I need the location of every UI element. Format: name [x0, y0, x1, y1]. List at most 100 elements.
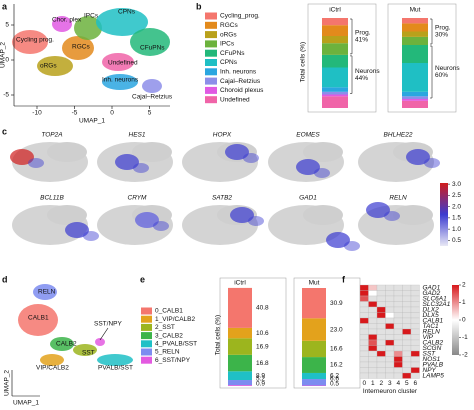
legend-label: 4_PVALB/SST	[155, 341, 197, 348]
heatmap-cell	[359, 345, 369, 352]
heatmap-cell	[376, 290, 386, 297]
colorbar-label: 2.0	[452, 203, 461, 210]
value-label: 0.9	[256, 381, 265, 388]
column-label: 6	[413, 380, 417, 387]
gene-label: LAMP5	[423, 372, 445, 379]
gene-label: CALB1	[423, 317, 444, 324]
bar-name: iCtrl	[329, 7, 341, 14]
bar-segment	[228, 354, 252, 372]
feature-umap	[393, 205, 433, 225]
heatmap-cell	[402, 345, 412, 352]
heatmap-cell	[393, 372, 403, 379]
colorbar-label: 1.0	[452, 226, 461, 233]
panel-letter: a	[2, 1, 8, 11]
heatmap-cell	[385, 301, 395, 308]
bar-segment	[228, 380, 252, 386]
bar-segment	[402, 91, 428, 97]
heatmap-cell	[410, 328, 420, 335]
legend-label: Undefined	[220, 96, 250, 103]
heatmap-cell	[393, 339, 403, 346]
expression-area	[230, 207, 254, 223]
bar-segment	[322, 96, 348, 108]
heatmap-cell	[368, 323, 378, 330]
bar-annotation: 30%	[435, 32, 448, 39]
heatmap-cell	[359, 284, 369, 291]
heatmap-cell	[376, 328, 386, 335]
heatmap-cell	[410, 356, 420, 363]
heatmap-cell	[359, 328, 369, 335]
cluster-label: RELN	[38, 289, 56, 296]
colorbar-label: 1.5	[452, 215, 461, 222]
gene-label: PVALB	[423, 361, 444, 368]
bar-segment	[228, 385, 252, 386]
bar-segment	[402, 31, 428, 37]
heatmap-cell	[385, 323, 395, 330]
bar-segment	[322, 43, 348, 55]
column-label: 4	[396, 380, 400, 387]
heatmap-cell	[359, 334, 369, 341]
expression-area	[406, 149, 430, 165]
heatmap-cell	[359, 323, 369, 330]
gene-label: TOP2A	[41, 132, 62, 139]
heatmap-cell	[385, 290, 395, 297]
umap-cluster	[95, 338, 105, 346]
heatmap-cell	[410, 350, 420, 357]
gene-label: NPY	[423, 367, 437, 374]
expression-area	[83, 231, 99, 241]
gene-label: SST	[423, 350, 437, 357]
y-axis-label: UMAP_2	[0, 42, 7, 68]
expression-area	[225, 144, 249, 160]
x-tick-label: -5	[72, 110, 78, 117]
heatmap-cell	[393, 356, 403, 363]
cluster-label: Cycling prog.	[16, 37, 54, 44]
cluster-label: IPCs	[84, 13, 99, 20]
heatmap-cell	[359, 339, 369, 346]
feature-umap	[303, 205, 343, 225]
heatmap-cell	[385, 328, 395, 335]
expression-area	[248, 216, 264, 226]
heatmap-cell	[393, 345, 403, 352]
heatmap-cell	[393, 367, 403, 374]
cluster-label: SST	[82, 350, 95, 357]
gene-label: GAD1	[423, 284, 441, 291]
umap-cluster	[130, 28, 170, 56]
axis-arrow	[11, 370, 40, 397]
legend-swatch	[141, 332, 152, 340]
cluster-label: CFuPNs	[140, 45, 165, 52]
heatmap-cell	[368, 372, 378, 379]
heatmap-cell	[410, 339, 420, 346]
legend-label: oRGs	[220, 31, 237, 38]
legend-label: 0_CALB1	[155, 308, 183, 315]
gene-label: CALB2	[423, 339, 444, 346]
legend-label: RGCs	[220, 22, 238, 29]
legend-label: 1_VIP/CALB2	[155, 316, 195, 323]
heatmap-cell	[368, 317, 378, 324]
cluster-label: Cajal–Retzius	[132, 94, 173, 101]
gene-label: SLC6A1	[423, 295, 448, 302]
legend-swatch	[141, 356, 152, 364]
expression-area	[28, 158, 44, 168]
legend-label: 2_SST	[155, 324, 175, 331]
expression-area	[10, 149, 34, 165]
x-tick-label: 0	[110, 110, 114, 117]
bar-segment	[322, 25, 348, 36]
value-label: 5.2	[256, 376, 265, 383]
expression-area	[296, 159, 320, 175]
bar-name: iCtrl	[234, 280, 246, 287]
expression-area	[366, 202, 390, 218]
expression-area	[135, 212, 159, 228]
y-axis-label: Total cells (%)	[300, 42, 307, 82]
heatmap-cell	[402, 334, 412, 341]
heatmap-cell	[368, 295, 378, 302]
heatmap-cell	[368, 339, 378, 346]
heatmap-cell	[385, 339, 395, 346]
heatmap-cell	[410, 317, 420, 324]
panel-letter: e	[140, 274, 145, 284]
feature-umap	[47, 205, 87, 225]
colorbar-label: 3.0	[452, 181, 461, 188]
heatmap-cell	[402, 323, 412, 330]
y-tick-label: 5	[5, 22, 9, 29]
heatmap-cell	[359, 312, 369, 319]
bar-segment	[302, 372, 326, 380]
feature-umap	[303, 142, 343, 162]
